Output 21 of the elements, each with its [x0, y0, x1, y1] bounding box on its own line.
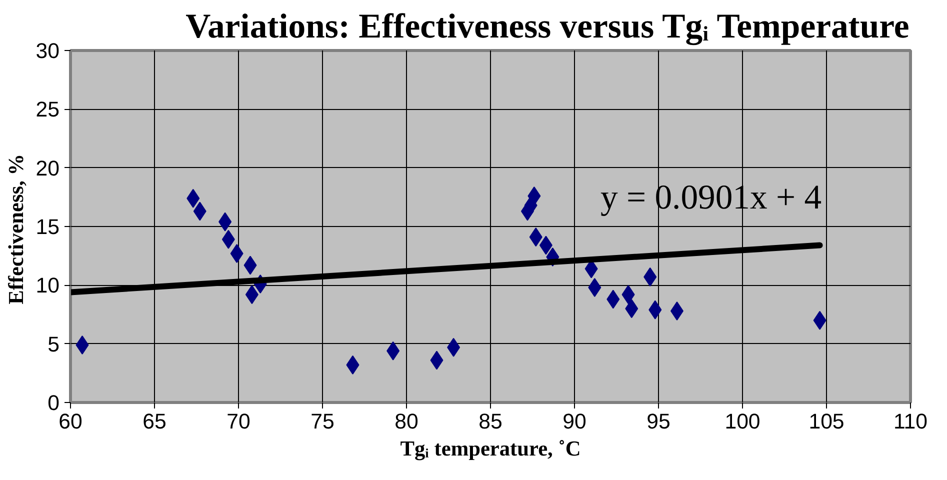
- y-axis-title: Effectiveness, %: [4, 154, 28, 304]
- x-axis-title: Tgᵢ temperature, ˚C: [400, 436, 581, 460]
- chart-title: Variations: Effectiveness versus Tgᵢ Temperature: [186, 8, 910, 46]
- x-tick-label: 70: [226, 410, 250, 434]
- y-tick-label: 0: [48, 391, 60, 415]
- x-tick-label: 110: [894, 410, 928, 434]
- y-tick-label: 20: [36, 156, 60, 180]
- x-tick-label: 85: [478, 410, 502, 434]
- x-tick-label: 80: [394, 410, 418, 434]
- y-tick-label: 25: [36, 98, 60, 122]
- x-tick-label: 60: [58, 410, 82, 434]
- y-tick-label: 15: [36, 215, 60, 239]
- y-tick-label: 10: [36, 274, 60, 298]
- x-tick-label: 100: [724, 410, 760, 434]
- x-tick-label: 105: [808, 410, 844, 434]
- x-tick-label: 75: [310, 410, 334, 434]
- x-tick-label: 95: [646, 410, 670, 434]
- y-tick-label: 5: [48, 332, 60, 356]
- y-tick-label: 30: [36, 39, 60, 63]
- x-tick-label: 65: [142, 410, 166, 434]
- x-tick-label: 90: [562, 410, 586, 434]
